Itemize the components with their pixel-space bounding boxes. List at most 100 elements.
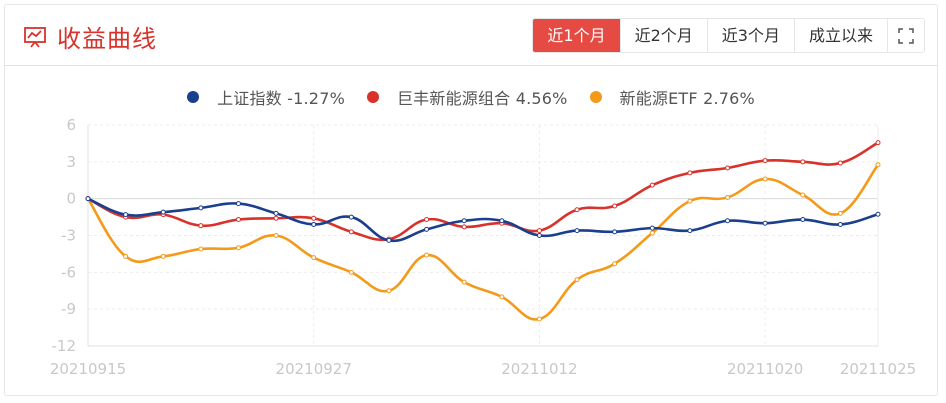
data-point: [348, 269, 354, 275]
y-tick-label: -6: [61, 263, 76, 281]
series-line-jufeng-portfolio: [87, 141, 879, 242]
data-point: [649, 182, 655, 188]
profit-curve-card: 收益曲线 近1个月 近2个月 近3个月 成立以来 上证指数 -1.27% 巨丰新…: [4, 4, 938, 396]
title-wrap: 收益曲线: [23, 19, 157, 54]
legend-name: 新能源ETF: [619, 89, 698, 108]
data-point: [875, 162, 881, 168]
legend-value: 2.76%: [703, 89, 755, 108]
data-point: [800, 217, 806, 223]
data-point: [687, 228, 693, 234]
data-point: [160, 209, 166, 215]
data-point: [424, 217, 430, 223]
legend-name: 巨丰新能源组合: [396, 89, 511, 108]
series-line-new-energy-etf: [86, 163, 880, 321]
data-point: [875, 211, 881, 217]
data-point: [762, 158, 768, 164]
data-point: [574, 228, 580, 234]
x-tick-label: 20211020: [727, 360, 803, 378]
data-point: [499, 294, 505, 300]
data-point: [837, 221, 843, 227]
data-point: [762, 176, 768, 182]
y-tick-label: 6: [66, 116, 76, 134]
data-point: [837, 160, 843, 166]
data-point: [273, 215, 279, 221]
data-point: [800, 159, 806, 165]
data-point: [499, 218, 505, 224]
page-title: 收益曲线: [57, 25, 157, 53]
data-point: [311, 221, 317, 227]
data-point: [85, 196, 91, 202]
data-point: [800, 192, 806, 198]
chart-legend: 上证指数 -1.27% 巨丰新能源组合 4.56% 新能源ETF 2.76%: [5, 85, 937, 109]
legend-name: 上证指数: [217, 89, 282, 108]
y-tick-label: 0: [66, 190, 76, 208]
range-button-group: 近1个月 近2个月 近3个月 成立以来: [532, 18, 925, 53]
x-tick-label: 20210927: [276, 360, 352, 378]
data-point: [649, 230, 655, 236]
data-point: [574, 277, 580, 283]
x-tick-label: 20210915: [50, 360, 126, 378]
data-point: [386, 288, 392, 294]
y-tick-label: -9: [61, 300, 76, 318]
data-point: [235, 217, 241, 223]
data-point: [536, 316, 542, 322]
range-3m-button[interactable]: 近3个月: [707, 19, 795, 52]
legend-value: -1.27%: [287, 89, 345, 108]
data-point: [123, 212, 129, 218]
y-tick-label: -3: [61, 227, 76, 245]
data-point: [762, 220, 768, 226]
legend-item-new-energy-etf[interactable]: 新能源ETF 2.76%: [589, 85, 755, 109]
data-point: [273, 210, 279, 216]
data-point: [160, 253, 166, 259]
data-point: [687, 198, 693, 204]
data-point: [461, 218, 467, 224]
data-point: [311, 255, 317, 261]
data-point: [837, 210, 843, 216]
data-point: [536, 228, 542, 234]
line-chart-icon: [24, 26, 46, 48]
y-tick-label: -12: [52, 337, 77, 355]
data-point: [235, 245, 241, 251]
fullscreen-button[interactable]: [888, 19, 924, 52]
x-tick-label: 20211025: [840, 360, 916, 378]
data-point: [424, 226, 430, 232]
data-point: [198, 246, 204, 252]
data-point: [386, 237, 392, 243]
data-point: [725, 194, 731, 200]
data-point: [574, 207, 580, 213]
series-line-shanghai-index: [87, 197, 879, 243]
data-point: [536, 233, 542, 238]
data-point: [649, 225, 655, 231]
legend-item-jufeng-portfolio[interactable]: 巨丰新能源组合 4.56%: [366, 85, 568, 109]
data-point: [273, 233, 279, 238]
data-point: [198, 223, 204, 229]
data-point: [725, 165, 731, 171]
data-point: [235, 201, 241, 207]
data-point: [687, 170, 693, 176]
x-tick-label: 20211012: [501, 360, 577, 378]
data-point: [461, 279, 467, 285]
data-point: [424, 252, 430, 258]
y-tick-label: 3: [66, 153, 76, 171]
range-since-inception-button[interactable]: 成立以来: [794, 19, 888, 52]
legend-marker: [366, 91, 379, 103]
data-point: [725, 218, 731, 224]
data-point: [612, 261, 618, 267]
range-1m-button[interactable]: 近1个月: [533, 19, 621, 52]
range-2m-button[interactable]: 近2个月: [620, 19, 708, 52]
data-point: [123, 253, 129, 259]
data-point: [198, 205, 204, 211]
legend-item-shanghai-index[interactable]: 上证指数 -1.27%: [187, 85, 345, 109]
legend-marker: [589, 91, 602, 103]
data-point: [348, 214, 354, 220]
data-point: [612, 229, 618, 235]
data-point: [348, 229, 354, 235]
data-point: [311, 215, 317, 221]
legend-value: 4.56%: [515, 89, 568, 108]
fullscreen-icon: [898, 27, 914, 44]
card-header: 收益曲线 近1个月 近2个月 近3个月 成立以来: [5, 5, 937, 66]
data-point: [875, 140, 881, 146]
legend-marker: [187, 91, 200, 103]
data-point: [612, 203, 618, 209]
